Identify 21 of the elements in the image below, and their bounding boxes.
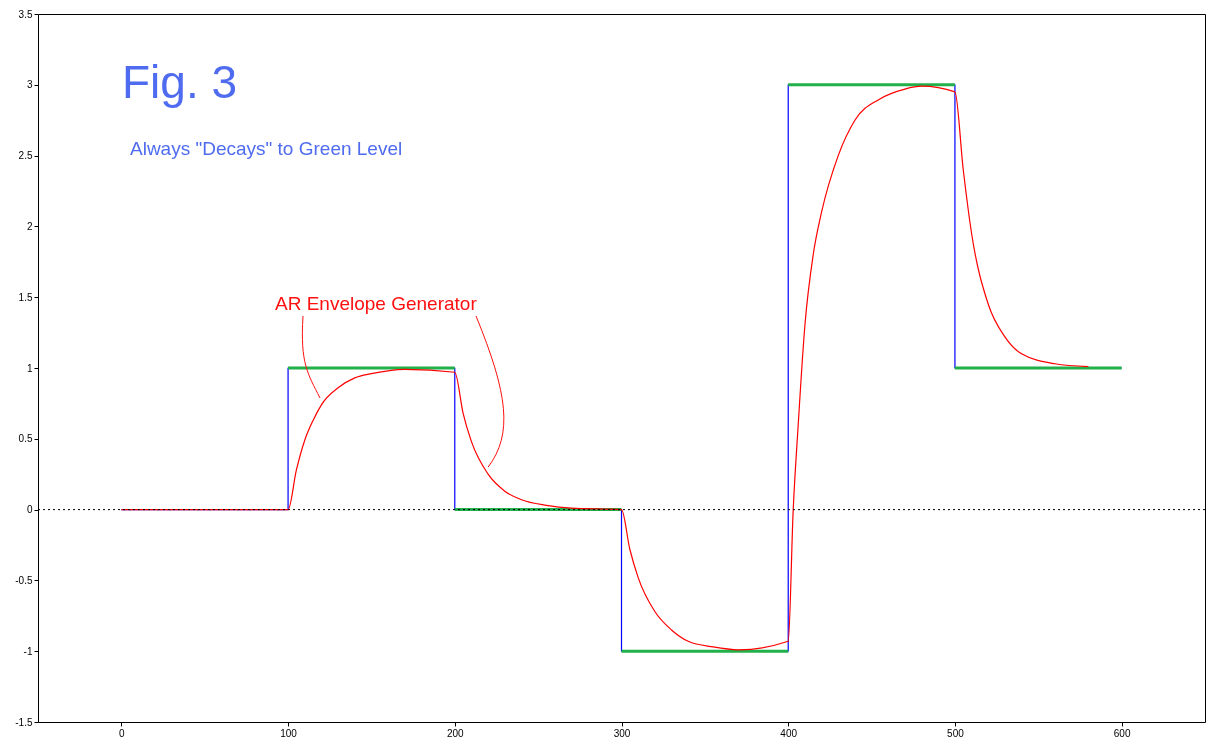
y-tick-label: -0.5 <box>15 574 33 586</box>
y-tick-label: 1.5 <box>18 291 33 303</box>
y-tick-label: -1.5 <box>15 716 33 728</box>
x-tick-label: 500 <box>947 727 965 739</box>
x-tick-label: 200 <box>446 727 465 739</box>
y-tick-label: 0 <box>26 504 33 516</box>
y-tick-label: -1 <box>23 645 33 657</box>
x-tick-label: 400 <box>780 727 798 739</box>
x-tick-label: 0 <box>119 727 126 739</box>
y-tick-label: 3.5 <box>18 8 33 20</box>
x-tick-label: 600 <box>1113 727 1131 739</box>
y-tick-label: 1 <box>26 362 33 374</box>
y-tick-label: 3 <box>26 79 33 91</box>
x-tick-label: 300 <box>613 727 631 739</box>
y-tick-label: 2 <box>26 220 33 232</box>
y-tick-label: 0.5 <box>18 433 33 445</box>
text: Fig. 3 <box>122 56 238 108</box>
x-tick-label: 100 <box>280 727 298 739</box>
annotation: Always "Decays" to Green Level <box>130 138 403 159</box>
y-tick-label: 2.5 <box>18 150 33 162</box>
annotation: AR Envelope Generator <box>275 293 478 314</box>
